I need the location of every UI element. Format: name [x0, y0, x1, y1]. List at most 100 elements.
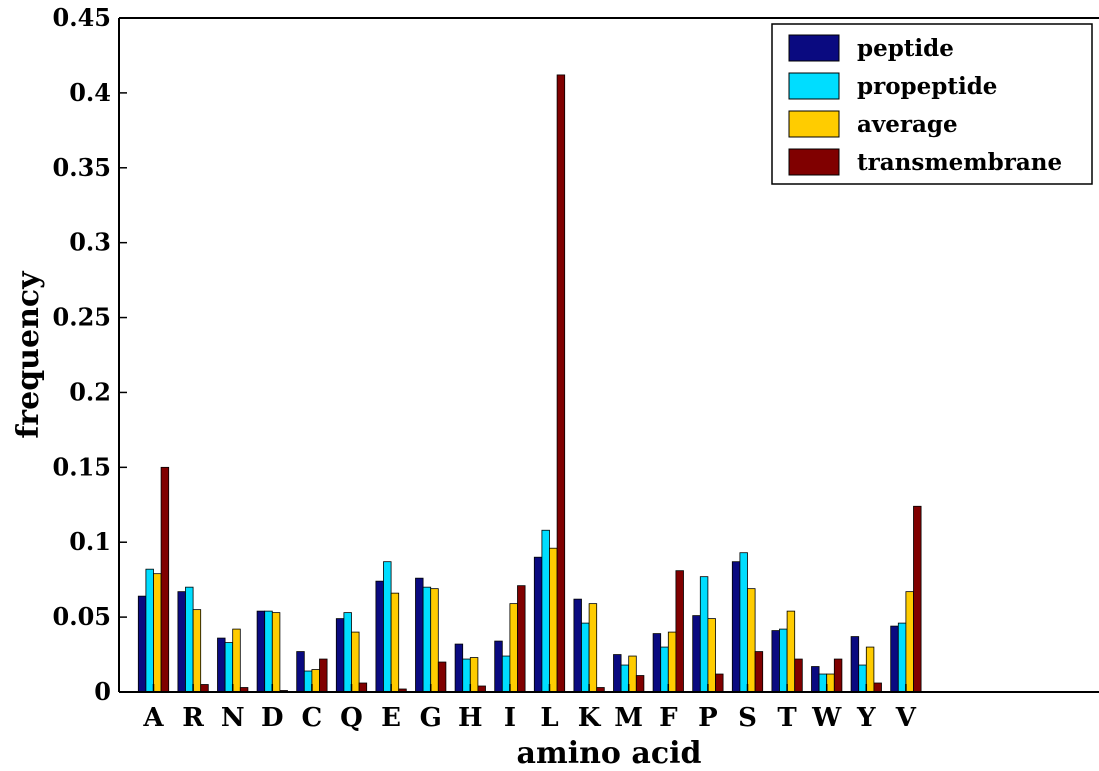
- bar-propeptide-W: [818, 673, 828, 693]
- bar-transmembrane-S: [754, 651, 764, 693]
- bar-peptide-M: [613, 654, 622, 693]
- bar-propeptide-D: [264, 610, 273, 693]
- bar-propeptide-P: [699, 576, 709, 693]
- y-tick-label: 0.45: [53, 3, 111, 32]
- y-tick-label: 0.4: [69, 78, 111, 107]
- bar-average-L: [549, 547, 558, 693]
- x-tick-label: K: [578, 703, 602, 733]
- bar-average-F: [667, 631, 677, 693]
- bar-propeptide-S: [739, 552, 748, 693]
- bar-peptide-G: [415, 577, 424, 693]
- x-tick-label: R: [182, 703, 204, 733]
- bar-average-G: [430, 588, 439, 693]
- bar-propeptide-C: [303, 670, 313, 693]
- bar-average-T: [786, 610, 796, 693]
- bar-propeptide-L: [541, 529, 550, 693]
- legend-swatch-average: [788, 110, 840, 138]
- bar-transmembrane-Y: [873, 682, 882, 693]
- bar-transmembrane-T: [794, 658, 803, 693]
- bar-transmembrane-W: [833, 658, 843, 693]
- bar-peptide-D: [256, 610, 266, 693]
- y-tick-label: 0.3: [69, 228, 111, 257]
- legend: peptide propeptide average transmembrane: [771, 23, 1093, 185]
- bar-propeptide-H: [462, 658, 471, 693]
- x-tick-label: W: [811, 703, 842, 733]
- bar-peptide-A: [137, 595, 147, 693]
- bar-transmembrane-P: [715, 673, 724, 693]
- bar-peptide-Y: [850, 636, 860, 693]
- legend-label-average: average: [857, 111, 958, 138]
- bar-average-W: [826, 673, 835, 693]
- bar-transmembrane-F: [675, 570, 684, 693]
- y-axis-ticks: 0 0.05 0.1 0.15 0.2 0.25 0.3 0.35 0.4 0.45: [53, 3, 127, 706]
- bar-propeptide-M: [620, 664, 630, 693]
- legend-label-peptide: peptide: [857, 35, 954, 62]
- y-tick-label: 0.1: [69, 527, 111, 556]
- bar-peptide-Q: [335, 618, 345, 693]
- x-tick-label: Y: [856, 703, 876, 733]
- bar-peptide-R: [177, 591, 186, 693]
- bar-transmembrane-G: [437, 661, 447, 693]
- bar-average-H: [469, 657, 479, 693]
- bar-peptide-V: [890, 625, 899, 693]
- bar-peptide-C: [296, 651, 305, 693]
- x-tick-label: D: [261, 703, 284, 733]
- x-tick-label: P: [698, 703, 718, 733]
- x-tick-label: M: [614, 703, 643, 733]
- bar-transmembrane-C: [319, 658, 328, 693]
- x-tick-label: Q: [340, 703, 363, 733]
- bar-propeptide-A: [145, 568, 154, 693]
- x-tick-label: F: [659, 703, 678, 733]
- bar-peptide-E: [375, 580, 384, 693]
- bar-average-I: [509, 603, 518, 693]
- x-tick-label: C: [302, 703, 323, 733]
- y-tick-label: 0.25: [53, 303, 111, 332]
- x-tick-label: S: [738, 703, 757, 733]
- legend-label-propeptide: propeptide: [857, 73, 997, 100]
- bar-propeptide-R: [185, 586, 194, 693]
- y-tick-label: 0.15: [53, 452, 111, 481]
- bar-average-Y: [865, 646, 875, 693]
- bar-average-V: [905, 591, 914, 693]
- bar-transmembrane-L: [556, 74, 566, 693]
- bar-peptide-N: [217, 637, 226, 693]
- bar-propeptide-N: [224, 642, 234, 693]
- x-axis-label: amino acid: [517, 736, 702, 771]
- x-tick-label: T: [777, 703, 797, 733]
- x-tick-label: A: [142, 703, 164, 733]
- bar-average-D: [271, 612, 281, 693]
- y-tick-label: 0: [94, 677, 111, 706]
- x-tick-label: H: [458, 703, 483, 733]
- bar-peptide-H: [454, 643, 464, 693]
- bar-transmembrane-M: [635, 675, 645, 693]
- bar-peptide-L: [533, 556, 543, 693]
- bar-propeptide-Q: [343, 612, 352, 693]
- x-tick-label: N: [221, 703, 245, 733]
- bar-propeptide-Y: [858, 664, 867, 693]
- y-tick-label: 0.05: [53, 602, 111, 631]
- bar-transmembrane-R: [200, 684, 209, 693]
- bar-propeptide-E: [383, 561, 392, 693]
- legend-label-transmembrane: transmembrane: [857, 149, 1062, 176]
- bar-peptide-W: [811, 666, 820, 693]
- bar-propeptide-K: [581, 622, 590, 693]
- bar-propeptide-F: [660, 646, 669, 693]
- bars-group: [137, 74, 922, 693]
- legend-swatch-propeptide: [788, 72, 840, 100]
- bar-average-C: [311, 669, 320, 693]
- bar-peptide-P: [692, 615, 701, 693]
- bar-propeptide-I: [501, 655, 511, 693]
- bar-propeptide-T: [779, 628, 788, 693]
- bar-peptide-F: [652, 633, 662, 693]
- y-tick-label: 0.35: [53, 153, 111, 182]
- legend-swatch-transmembrane: [788, 148, 840, 176]
- x-tick-label: G: [420, 703, 442, 733]
- x-tick-label: E: [381, 703, 401, 733]
- bar-average-P: [707, 618, 716, 693]
- x-tick-label: L: [540, 703, 558, 733]
- bar-average-A: [153, 573, 162, 693]
- bar-transmembrane-Q: [358, 682, 368, 693]
- legend-swatch-peptide: [788, 34, 840, 62]
